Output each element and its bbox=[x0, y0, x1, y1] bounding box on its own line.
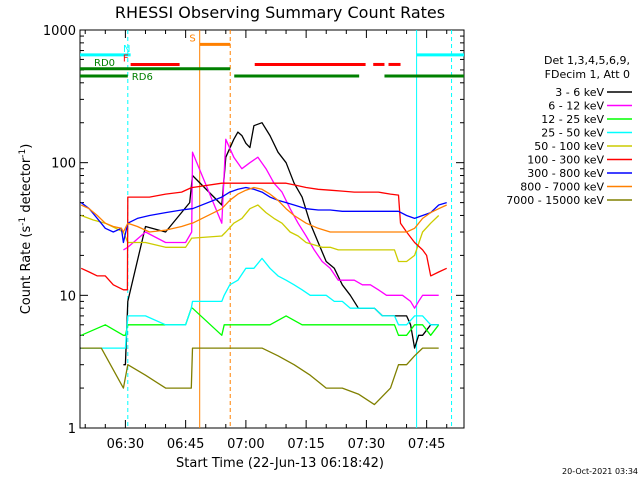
y-tick-label: 1000 bbox=[43, 24, 76, 39]
legend: Det 1,3,4,5,6,9, FDecim 1, Att 0 3 - 6 k… bbox=[506, 54, 632, 207]
x-tick-label: 07:45 bbox=[408, 437, 445, 452]
y-axis-label-part: ) bbox=[19, 144, 34, 149]
y-tick-label: 100 bbox=[51, 157, 76, 172]
x-tick-label: 07:15 bbox=[287, 437, 324, 452]
mode-segment-label: F bbox=[123, 53, 129, 64]
legend-entry-label: 3 - 6 keV bbox=[555, 86, 604, 99]
series-line bbox=[123, 138, 439, 309]
x-tick-label: 07:00 bbox=[227, 437, 264, 452]
legend-entry-label: 100 - 300 keV bbox=[527, 154, 604, 167]
legend-entry-label: 300 - 800 keV bbox=[527, 167, 604, 180]
plot-frame bbox=[79, 29, 465, 429]
legend-entry-label: 12 - 25 keV bbox=[541, 113, 604, 126]
legend-header-line: FDecim 1, Att 0 bbox=[545, 68, 630, 81]
mode-segments: NF S RD0 RD6 bbox=[80, 33, 464, 83]
mode-segment-label: N bbox=[123, 44, 130, 55]
mode-segment-label: RD6 bbox=[132, 72, 153, 83]
series-line bbox=[80, 307, 440, 336]
timestamp: 20-Oct-2021 03:34 bbox=[562, 467, 638, 476]
y-axis-label: Count Rate (s-1 detector-1) bbox=[18, 144, 34, 315]
series-line bbox=[81, 257, 439, 349]
y-axis-ticks: 1 10 100 1000 bbox=[43, 24, 464, 437]
y-axis-label-part: detector bbox=[19, 157, 34, 217]
y-tick-label: 1 bbox=[68, 422, 76, 437]
series-layer bbox=[80, 122, 447, 406]
series-line bbox=[80, 204, 440, 263]
mode-segment-label: S bbox=[189, 33, 195, 44]
series-line bbox=[80, 182, 447, 291]
series-line bbox=[123, 122, 439, 366]
legend-entry-label: 7000 - 15000 keV bbox=[506, 194, 604, 207]
y-axis-label-part: Count Rate (s bbox=[19, 226, 34, 315]
legend-entry-label: 25 - 50 keV bbox=[541, 127, 604, 140]
chart-title: RHESSI Observing Summary Count Rates bbox=[115, 3, 445, 22]
mode-segment-label: RD0 bbox=[94, 58, 115, 69]
x-axis-label: Start Time (22-Jun-13 06:18:42) bbox=[176, 456, 384, 471]
y-axis-label-superscript: -1 bbox=[18, 149, 28, 158]
x-axis-ticks: 06:30 06:45 07:00 07:15 07:30 07:45 bbox=[84, 30, 448, 452]
legend-entry-label: 50 - 100 keV bbox=[534, 140, 604, 153]
legend-entry-label: 6 - 12 keV bbox=[548, 100, 604, 113]
legend-entry-label: 800 - 7000 keV bbox=[520, 181, 604, 194]
series-line bbox=[80, 186, 447, 233]
series-line bbox=[81, 347, 439, 406]
legend-header-line: Det 1,3,4,5,6,9, bbox=[544, 54, 630, 67]
y-tick-label: 10 bbox=[59, 289, 76, 304]
series-line bbox=[80, 186, 447, 244]
vertical-markers bbox=[127, 30, 453, 428]
y-axis-label-superscript: -1 bbox=[18, 217, 28, 226]
x-tick-label: 07:30 bbox=[348, 437, 385, 452]
x-tick-label: 06:45 bbox=[167, 437, 204, 452]
x-tick-label: 06:30 bbox=[107, 437, 144, 452]
